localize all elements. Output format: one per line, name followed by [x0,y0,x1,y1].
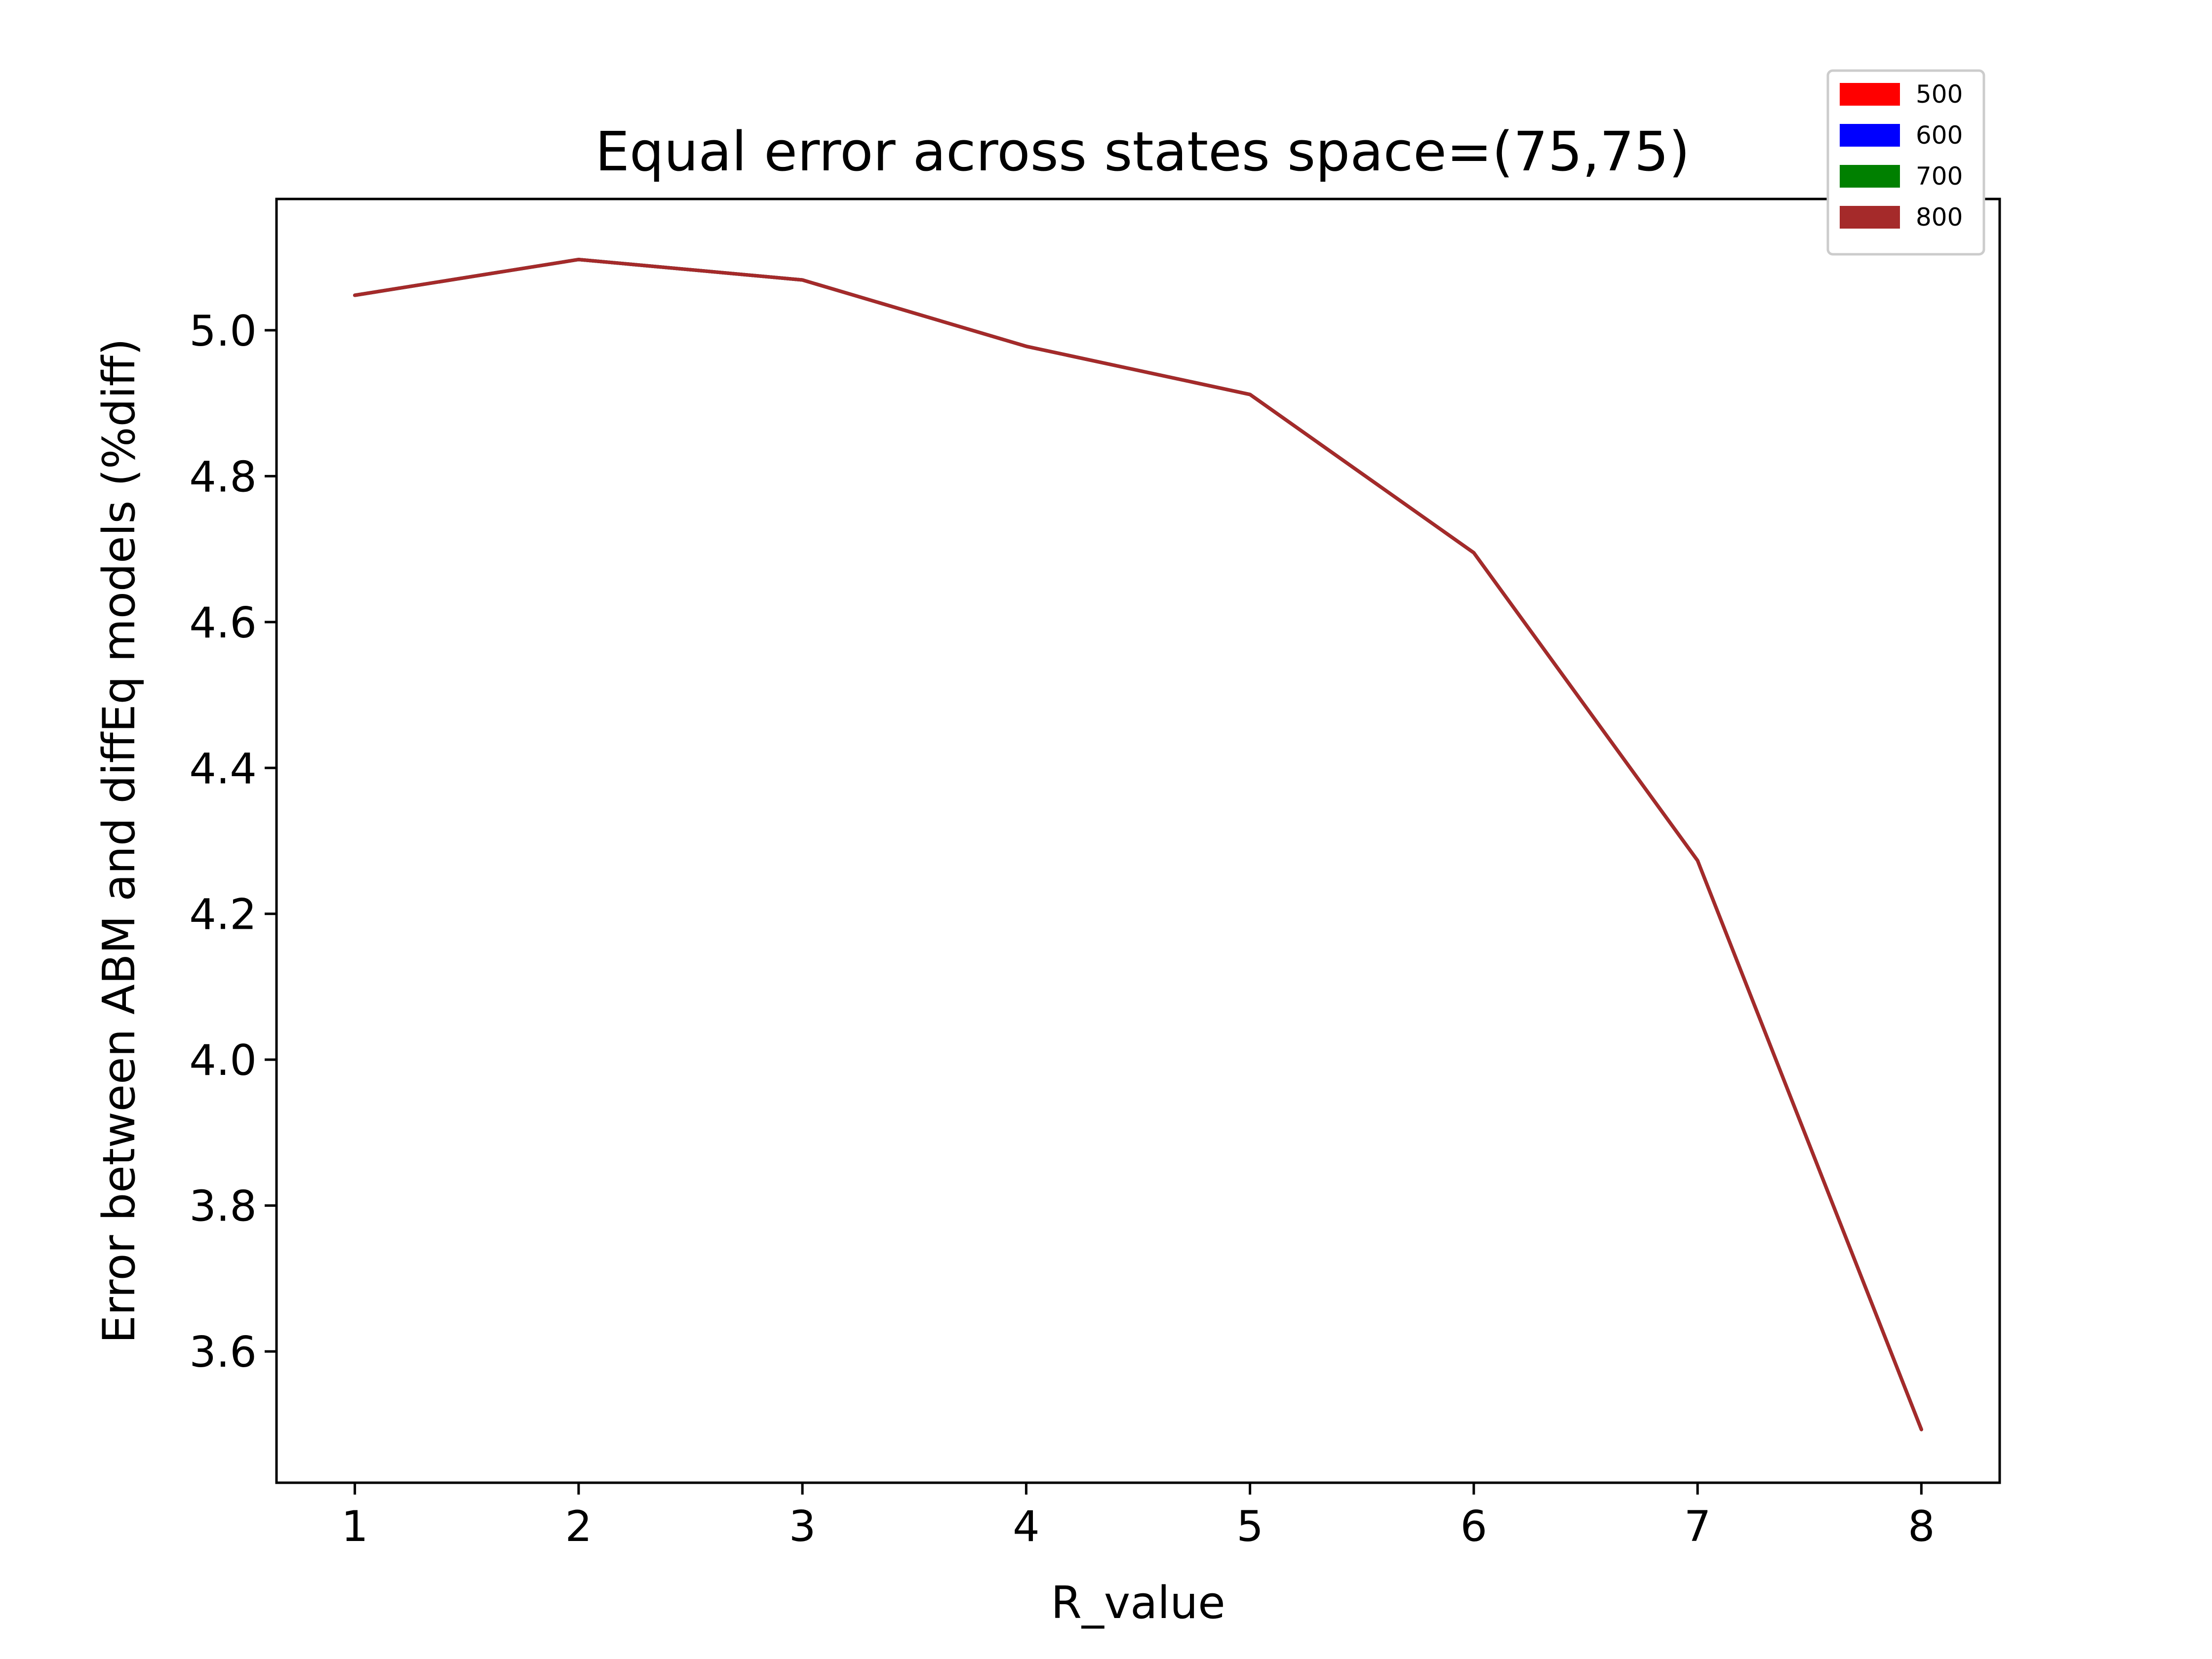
plot-frame [275,198,2001,1484]
series-line-800 [353,258,1923,1431]
y-tick-label: 4.2 [189,890,257,940]
legend-label-500: 500 [1916,80,1963,109]
y-tick-label: 3.8 [189,1182,257,1231]
legend-label-700: 700 [1916,162,1963,191]
x-tick-label: 8 [1908,1502,1935,1551]
legend-label-800: 800 [1916,203,1963,232]
y-tick-label: 4.4 [189,744,257,793]
x-axis-label: R_value [1051,1577,1225,1629]
legend-swatch-500 [1840,83,1900,106]
x-tick-label: 5 [1236,1502,1264,1551]
y-tick-label: 4.8 [189,452,257,502]
x-tick-label: 6 [1461,1502,1488,1551]
y-tick-label: 3.6 [189,1328,257,1377]
series-layer [353,258,1923,1431]
legend-label-600: 600 [1916,121,1963,150]
legend-swatch-700 [1840,165,1900,188]
legend-swatch-800 [1840,206,1900,229]
x-tick-label: 7 [1684,1502,1711,1551]
y-tick-label: 5.0 [189,307,257,356]
x-tick-label: 3 [789,1502,816,1551]
legend-swatch-600 [1840,124,1900,147]
x-tick-label: 1 [341,1502,368,1551]
y-tick-label: 4.6 [189,598,257,648]
x-tick-label: 2 [565,1502,592,1551]
x-axis: 1 2 3 4 5 6 7 8 [341,1483,1935,1551]
x-tick-label: 4 [1013,1502,1040,1551]
y-axis-label: Error between ABM and diffEq models (%di… [93,338,145,1343]
legend: 500 600 700 800 [1826,69,1985,256]
y-tick-label: 4.0 [189,1036,257,1085]
chart-title: Equal error across states space=(75,75) [595,120,1690,183]
y-axis: 3.6 3.8 4.0 4.2 4.4 4.6 4.8 5.0 [189,307,276,1377]
